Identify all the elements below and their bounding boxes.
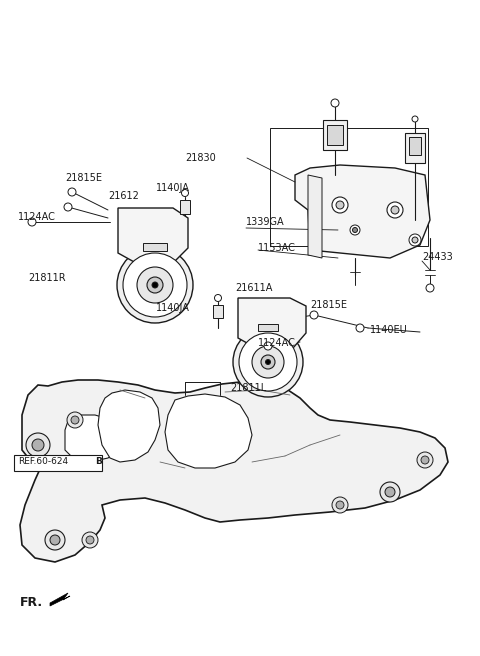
Polygon shape (65, 415, 125, 462)
Circle shape (67, 412, 83, 428)
Circle shape (26, 433, 50, 457)
Bar (143, 243, 167, 251)
Text: FR.: FR. (20, 596, 43, 609)
Polygon shape (165, 394, 252, 468)
Text: 1140JA: 1140JA (156, 183, 190, 193)
Polygon shape (308, 175, 322, 258)
Circle shape (387, 202, 403, 218)
Text: 1339GA: 1339GA (246, 217, 285, 227)
Text: 24433: 24433 (422, 252, 453, 262)
Text: 1140JA: 1140JA (156, 303, 190, 313)
Circle shape (215, 295, 221, 302)
Circle shape (117, 247, 193, 323)
Circle shape (264, 342, 272, 350)
Text: 21811L: 21811L (230, 383, 266, 393)
Text: B: B (95, 457, 102, 466)
Bar (180, 200, 190, 214)
Circle shape (409, 234, 421, 246)
Circle shape (123, 253, 187, 317)
Circle shape (252, 346, 284, 378)
Circle shape (332, 197, 348, 213)
Circle shape (261, 355, 275, 369)
Circle shape (332, 497, 348, 513)
Text: 21811R: 21811R (28, 273, 66, 283)
Circle shape (64, 203, 72, 211)
Circle shape (181, 190, 189, 197)
Polygon shape (409, 137, 421, 155)
Circle shape (86, 536, 94, 544)
Bar (213, 305, 223, 318)
Polygon shape (295, 165, 430, 258)
Circle shape (380, 482, 400, 502)
Circle shape (28, 218, 36, 226)
Polygon shape (20, 380, 448, 562)
Bar (270, 128, 428, 246)
Circle shape (336, 501, 344, 509)
Polygon shape (98, 390, 160, 462)
Circle shape (137, 267, 173, 303)
Text: REF.60-624: REF.60-624 (18, 457, 68, 466)
Text: 21815E: 21815E (65, 173, 102, 183)
Text: 1153AC: 1153AC (258, 243, 296, 253)
Text: 21612: 21612 (108, 191, 139, 201)
Polygon shape (405, 133, 425, 163)
Text: 21611A: 21611A (235, 283, 272, 293)
Polygon shape (118, 208, 188, 263)
Circle shape (385, 487, 395, 497)
Circle shape (265, 359, 271, 365)
Polygon shape (50, 593, 70, 606)
Circle shape (417, 452, 433, 468)
Circle shape (352, 228, 358, 232)
Text: 21815E: 21815E (310, 300, 347, 310)
Circle shape (426, 284, 434, 292)
Circle shape (233, 327, 303, 397)
Circle shape (82, 532, 98, 548)
Circle shape (350, 225, 360, 235)
Text: 1140EU: 1140EU (370, 325, 408, 335)
Circle shape (50, 535, 60, 545)
Circle shape (412, 116, 418, 122)
Circle shape (331, 99, 339, 107)
Circle shape (310, 311, 318, 319)
Circle shape (412, 237, 418, 243)
Circle shape (239, 333, 297, 391)
Polygon shape (323, 120, 347, 150)
Bar (14, 455, 102, 471)
Circle shape (68, 188, 76, 196)
Polygon shape (238, 298, 306, 348)
Circle shape (32, 439, 44, 451)
Polygon shape (327, 125, 343, 145)
Circle shape (152, 282, 158, 288)
Circle shape (45, 530, 65, 550)
Text: 1124AC: 1124AC (18, 212, 56, 222)
Circle shape (71, 416, 79, 424)
Circle shape (391, 206, 399, 214)
Text: 21830: 21830 (185, 153, 216, 163)
Circle shape (147, 277, 163, 293)
Bar (258, 324, 278, 331)
Circle shape (421, 456, 429, 464)
Text: 1124AC: 1124AC (258, 338, 296, 348)
Circle shape (356, 324, 364, 332)
Circle shape (336, 201, 344, 209)
